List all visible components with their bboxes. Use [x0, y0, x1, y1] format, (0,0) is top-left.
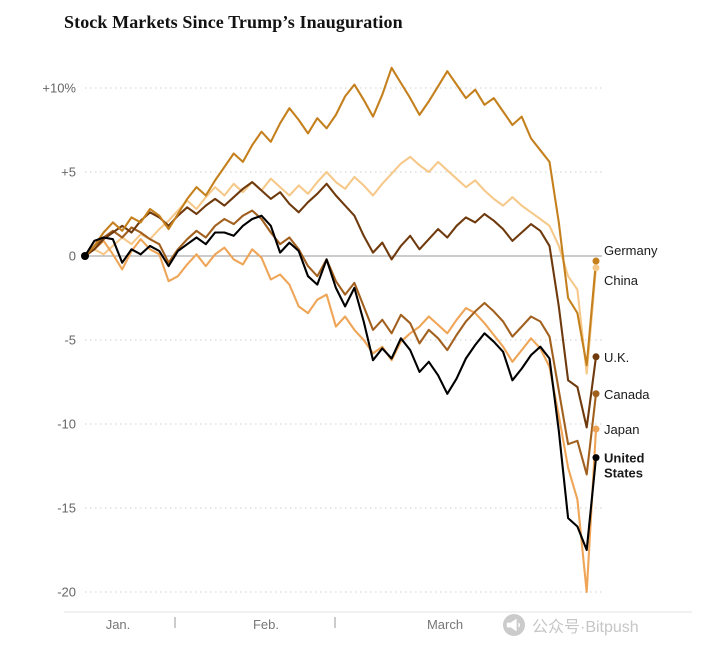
- series-label-Canada: Canada: [604, 387, 650, 402]
- y-axis-label: -20: [57, 585, 76, 600]
- x-axis-label: March: [427, 617, 463, 632]
- watermark-text: 公众号·Bitpush: [532, 619, 639, 636]
- series-end-dot-United States: [592, 454, 600, 462]
- y-axis-label: +5: [61, 165, 76, 180]
- y-axis-label: -5: [64, 333, 76, 348]
- chart-title: Stock Markets Since Trump’s Inauguration: [64, 12, 403, 32]
- series-line-Germany: [83, 66, 598, 367]
- series-line-China: [83, 155, 598, 375]
- series-label-United States: United: [604, 451, 645, 466]
- series-label-United States: States: [604, 466, 643, 481]
- series-end-dot-China: [592, 264, 600, 272]
- series-line-United States: [83, 214, 598, 552]
- y-axis-label: +10%: [42, 81, 76, 96]
- series-line-U.K.: [83, 181, 598, 429]
- series-label-Japan: Japan: [604, 422, 639, 437]
- series-end-dot-Germany: [592, 257, 600, 265]
- series-start-dot: [81, 252, 89, 260]
- watermark: 公众号·Bitpush: [502, 611, 639, 639]
- series-label-U.K.: U.K.: [604, 350, 629, 365]
- x-axis-label: Feb.: [253, 617, 279, 632]
- series-label-Germany: Germany: [604, 243, 658, 258]
- series-end-dot-U.K.: [592, 353, 600, 361]
- x-axis-label: Jan.: [106, 617, 131, 632]
- series-line-Japan: [83, 238, 598, 594]
- series-label-China: China: [604, 273, 639, 288]
- y-axis-label: -15: [57, 501, 76, 516]
- y-axis-label: 0: [69, 249, 76, 264]
- series-end-dot-Canada: [592, 390, 600, 398]
- y-axis-label: -10: [57, 417, 76, 432]
- series-end-dot-Japan: [592, 425, 600, 433]
- megaphone-icon: [503, 614, 525, 636]
- series-line-Canada: [83, 209, 598, 476]
